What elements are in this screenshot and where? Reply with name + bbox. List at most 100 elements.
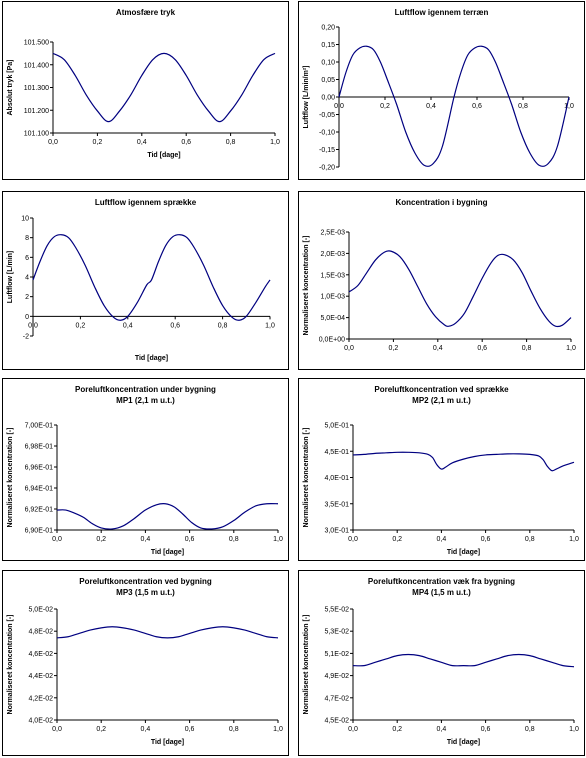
x-tick-label: 0,4	[433, 345, 443, 352]
x-tick-label: 0,8	[525, 536, 535, 543]
series-line-poreluftkoncentration-ved-spr-kke	[352, 451, 575, 472]
x-tick-label: 0,2	[392, 726, 402, 733]
y-tick-label: 0,20	[321, 25, 335, 32]
y-axis-label: Normaliseret koncentration [-]	[303, 615, 310, 715]
y-tick-label: -0,10	[319, 130, 335, 137]
y-tick-label: 4,5E-02	[324, 718, 349, 725]
x-tick-label: 0,8	[525, 726, 535, 733]
x-tick-label: 1,0	[569, 536, 579, 543]
y-tick-label: 4,5E-01	[324, 449, 349, 456]
x-tick-label: 0,8	[522, 345, 532, 352]
y-tick-label: 101.300	[24, 85, 49, 92]
chart-panel-atmosfaere-tryk: Atmosfære tryk 101.100 101.200 101.300 101.4…	[2, 1, 289, 180]
y-tick-label: 4,0E-01	[324, 475, 349, 482]
x-tick-label: 0,0	[348, 536, 358, 543]
y-tick-label: 5,1E-02	[324, 651, 349, 658]
x-tick-label: 0,2	[76, 322, 86, 329]
y-tick-label: 101.500	[24, 40, 49, 47]
y-tick-label: 8	[25, 235, 29, 242]
y-axis-label: Normaliseret koncentration [-]	[303, 236, 310, 336]
chart-subtitle: MP3 (1,5 m u.t.)	[116, 588, 175, 597]
y-axis-label: Luftflow [L/min]	[7, 251, 14, 303]
chart-subtitle: MP2 (2,1 m u.t.)	[412, 396, 471, 405]
y-tick-label: 6,94E-01	[25, 486, 54, 493]
y-tick-label: 6,90E-01	[25, 528, 54, 535]
y-tick-label: -2	[23, 334, 29, 341]
x-tick-label: 0,0	[348, 726, 358, 733]
x-tick-label: 0,2	[96, 536, 106, 543]
chart-title: Luftflow igennem sprække	[95, 198, 197, 207]
x-tick-label: 0,4	[141, 726, 151, 733]
y-tick-label: 0,10	[321, 60, 335, 67]
y-tick-label: 6,96E-01	[25, 465, 54, 472]
chart-subtitle: MP1 (2,1 m u.t.)	[116, 396, 175, 405]
chart-title: Poreluftkoncentration ved bygning	[79, 577, 212, 586]
x-tick-label: 0,4	[141, 536, 151, 543]
y-tick-label: 101.400	[24, 62, 49, 69]
x-tick-label: 0,8	[229, 726, 239, 733]
x-tick-label: 0,0	[28, 322, 38, 329]
x-tick-label: 0,4	[123, 322, 133, 329]
y-tick-label: 5,0E-01	[324, 423, 349, 430]
y-tick-label: 101.200	[24, 108, 49, 115]
chart-panel-luftflow-spraekke: Luftflow igennem sprække -2 0 2 4 6 8 10 0,0 0,2 0…	[2, 191, 289, 370]
y-tick-label: 6	[25, 255, 29, 262]
x-tick-label: 0,2	[392, 536, 402, 543]
y-tick-label: 4,7E-02	[324, 695, 349, 702]
chart-svg: Poreluftkoncentration væk fra bygning MP4…	[303, 577, 579, 746]
x-tick-label: 1,0	[273, 726, 283, 733]
y-tick-label: 0,0E+00	[319, 337, 345, 344]
x-tick-label: 1,0	[564, 103, 574, 110]
x-tick-label: 0,2	[93, 139, 103, 146]
y-tick-label: 1,0E-03	[320, 294, 345, 301]
y-tick-label: -0,05	[319, 112, 335, 119]
series-line-luftflow-igennem-terr-n	[338, 45, 570, 167]
y-tick-label: 7,00E-01	[25, 423, 54, 430]
chart-title: Poreluftkoncentration ved sprække	[374, 385, 509, 394]
x-tick-label: 0,6	[481, 726, 491, 733]
y-tick-label: 2,0E-03	[320, 251, 345, 258]
chart-panel-mp3: Poreluftkoncentration ved bygning MP3 (1,…	[2, 570, 289, 756]
x-tick-label: 0,6	[185, 726, 195, 733]
x-tick-label: 0,6	[477, 345, 487, 352]
y-tick-label: 4,2E-02	[28, 695, 53, 702]
x-tick-label: 0,2	[389, 345, 399, 352]
chart-svg: Poreluftkoncentration under bygning MP1 (…	[7, 385, 283, 556]
x-axis-label: Tid [dage]	[135, 355, 168, 362]
chart-subtitle: MP4 (1,5 m u.t.)	[412, 588, 471, 597]
y-tick-label: 1,5E-03	[320, 272, 345, 279]
x-tick-label: 1,0	[569, 726, 579, 733]
chart-svg: Koncentration i bygning 0,0E+00 5,0E-04 1,0…	[303, 198, 576, 352]
y-tick-label: 3,0E-01	[324, 528, 349, 535]
y-tick-label: 6,98E-01	[25, 444, 54, 451]
chart-title: Atmosfære tryk	[116, 8, 176, 17]
chart-panel-koncentration-bygning: Koncentration i bygning 0,0E+00 5,0E-04 1,0…	[298, 191, 585, 370]
x-tick-label: 0,0	[52, 726, 62, 733]
x-tick-label: 0,6	[181, 139, 191, 146]
series-line-poreluftkoncentration-under-bygning	[56, 502, 279, 530]
y-tick-label: 0	[25, 314, 29, 321]
x-tick-label: 0,8	[229, 536, 239, 543]
x-tick-label: 0,2	[96, 726, 106, 733]
x-tick-label: 0,8	[226, 139, 236, 146]
x-tick-label: 0,4	[137, 139, 147, 146]
y-axis-label: Luftflow [L/min/m²]	[303, 66, 310, 129]
y-tick-label: 4,0E-02	[28, 718, 53, 725]
x-tick-label: 0,0	[334, 103, 344, 110]
y-tick-label: 5,0E-04	[320, 315, 345, 322]
chart-title: Poreluftkoncentration under bygning	[75, 385, 216, 394]
y-tick-label: 5,3E-02	[324, 629, 349, 636]
series-line-poreluftkoncentration-ved-bygning	[56, 626, 279, 639]
y-tick-label: 4,8E-02	[28, 629, 53, 636]
y-tick-label: 4	[25, 275, 29, 282]
x-tick-label: 0,0	[48, 139, 58, 146]
y-tick-label: 2,5E-03	[320, 230, 345, 237]
series-line-luftflow-igennem-spr-kke	[32, 234, 271, 321]
chart-title: Poreluftkoncentration væk fra bygning	[368, 577, 515, 586]
x-tick-label: 1,0	[566, 345, 576, 352]
y-tick-label: 10	[21, 216, 29, 223]
chart-panel-mp1: Poreluftkoncentration under bygning MP1 (…	[2, 378, 289, 561]
chart-svg: Luftflow igennem terræn -0,20 -0,15 -0,10 -0…	[303, 8, 574, 172]
x-tick-label: 0,0	[344, 345, 354, 352]
y-axis-label: Normaliseret koncentration [-]	[303, 428, 310, 528]
